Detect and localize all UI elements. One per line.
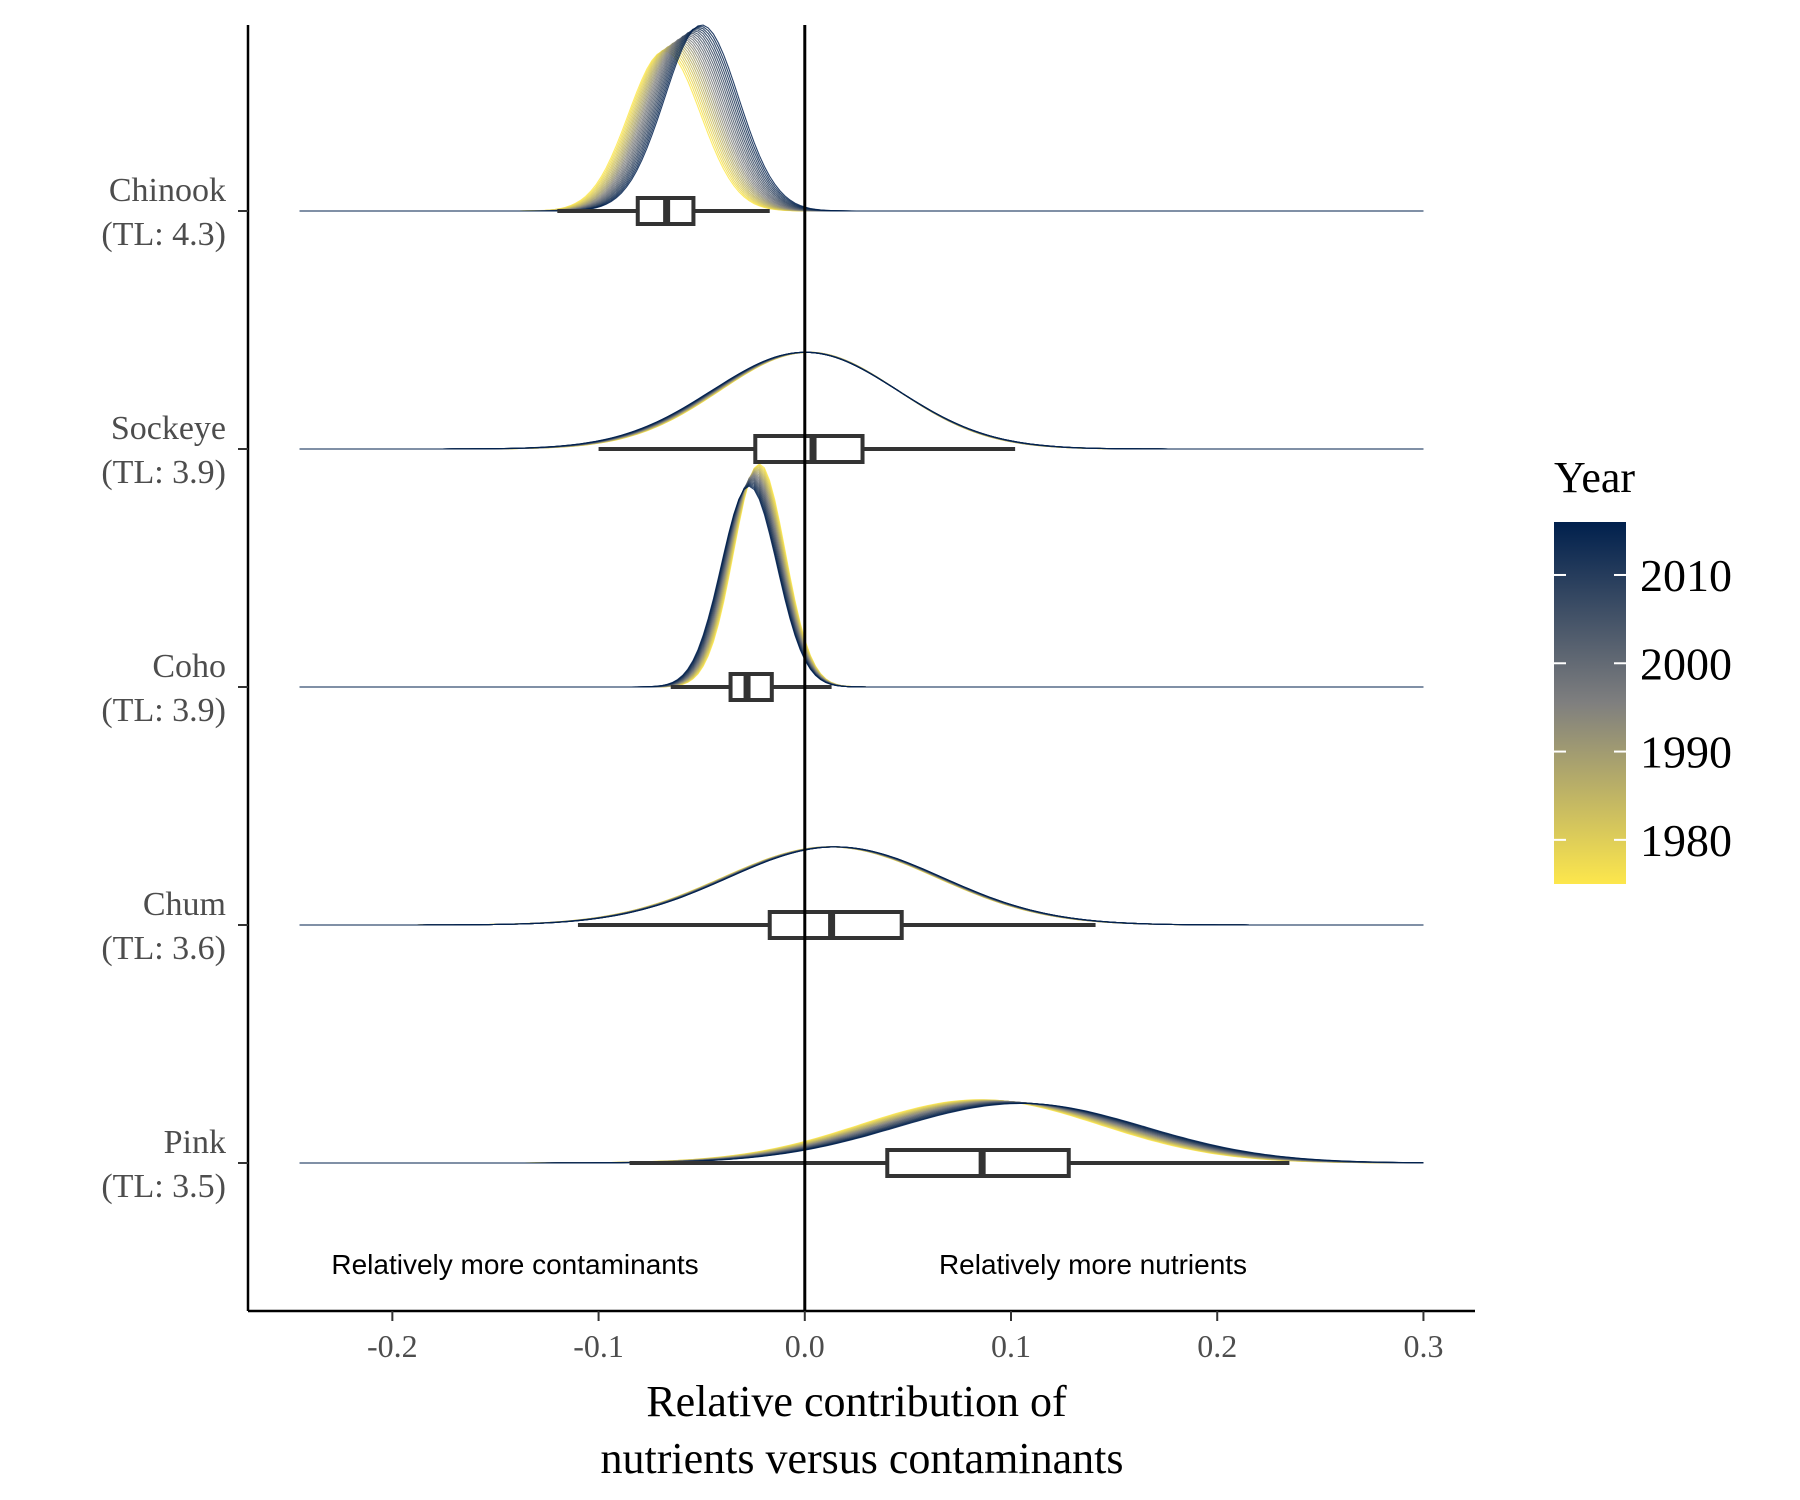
density-curve bbox=[299, 468, 1424, 688]
density-curve bbox=[299, 351, 1424, 450]
density-curve bbox=[299, 466, 1424, 688]
density-curve bbox=[299, 470, 1424, 688]
density-curve bbox=[299, 40, 1424, 212]
density-curve bbox=[299, 30, 1424, 212]
annotation-right: Relatively more nutrients bbox=[939, 1249, 1247, 1280]
boxplots bbox=[557, 196, 1290, 1178]
density-curve bbox=[299, 472, 1424, 688]
x-tick-label: 0.0 bbox=[785, 1328, 825, 1364]
density-curve bbox=[299, 25, 1424, 212]
density-curve bbox=[299, 846, 1424, 926]
density-curve bbox=[299, 483, 1424, 688]
ridge-sockeye bbox=[299, 351, 1424, 450]
density-curve bbox=[299, 482, 1424, 688]
density-curve bbox=[299, 50, 1424, 212]
y-label-species: Chum bbox=[143, 886, 226, 923]
density-curve bbox=[299, 34, 1424, 212]
box-iqr bbox=[753, 434, 865, 464]
x-axis: -0.2 -0.1 0.0 0.1 0.2 0.3 bbox=[367, 1311, 1443, 1364]
legend-colorbar bbox=[1554, 522, 1626, 884]
density-curve bbox=[299, 42, 1424, 212]
density-curve bbox=[299, 472, 1424, 688]
density-curve bbox=[299, 484, 1424, 688]
density-curve bbox=[299, 31, 1424, 212]
y-label-trophic-level: (TL: 3.9) bbox=[101, 692, 226, 729]
ridge-pink bbox=[299, 1099, 1424, 1164]
boxplot-sockeye bbox=[598, 434, 1016, 464]
density-curve bbox=[299, 47, 1424, 212]
density-curve bbox=[299, 463, 1424, 688]
y-axis: Chinook (TL: 4.3) Sockeye (TL: 3.9) Coho (TL:… bbox=[101, 172, 248, 1205]
legend: Year 2010 2000 1990 1980 bbox=[1554, 453, 1732, 884]
boxplot-pink bbox=[629, 1148, 1290, 1178]
boxplot-chum bbox=[577, 910, 1096, 940]
density-curve bbox=[299, 1102, 1424, 1164]
density-curve bbox=[299, 467, 1424, 688]
density-curve bbox=[299, 473, 1424, 688]
legend-ticks: 2010 2000 1990 1980 bbox=[1554, 550, 1732, 866]
density-curve bbox=[299, 37, 1424, 212]
density-curve bbox=[299, 49, 1424, 212]
density-curve bbox=[299, 476, 1424, 688]
legend-tick-label: 2010 bbox=[1640, 550, 1732, 601]
density-curve bbox=[299, 480, 1424, 688]
density-curve bbox=[299, 475, 1424, 688]
density-curve bbox=[299, 474, 1424, 688]
density-curve bbox=[299, 24, 1424, 212]
y-label-species: Sockeye bbox=[111, 410, 226, 447]
box-iqr bbox=[767, 910, 904, 940]
density-curve bbox=[299, 41, 1424, 212]
y-label-species: Pink bbox=[164, 1124, 226, 1161]
legend-title: Year bbox=[1554, 453, 1635, 502]
legend-tick-label: 1990 bbox=[1640, 727, 1732, 778]
density-curve bbox=[299, 48, 1424, 212]
ridge-coho bbox=[299, 463, 1424, 688]
density-curve bbox=[299, 485, 1424, 688]
annotation-left: Relatively more contaminants bbox=[331, 1249, 698, 1280]
density-curve bbox=[299, 33, 1424, 212]
legend-tick-label: 2000 bbox=[1640, 638, 1732, 689]
density-curve bbox=[299, 470, 1424, 688]
y-label-trophic-level: (TL: 3.9) bbox=[101, 454, 226, 491]
density-curve bbox=[299, 27, 1424, 212]
x-tick-label: 0.3 bbox=[1403, 1328, 1443, 1364]
box-iqr bbox=[885, 1148, 1071, 1178]
density-curve bbox=[299, 464, 1424, 688]
density-curve bbox=[299, 471, 1424, 688]
ridge-chum bbox=[299, 846, 1424, 926]
density-curve bbox=[299, 478, 1424, 688]
x-axis-title-line-2: nutrients versus contaminants bbox=[600, 1434, 1123, 1483]
y-label-trophic-level: (TL: 4.3) bbox=[101, 216, 226, 253]
x-tick-label: -0.1 bbox=[573, 1328, 624, 1364]
y-label-species: Coho bbox=[152, 648, 226, 685]
density-curve bbox=[299, 29, 1424, 212]
density-curve bbox=[299, 465, 1424, 688]
box-iqr bbox=[728, 672, 774, 702]
x-axis-title: Relative contribution of nutrients versu… bbox=[600, 1377, 1123, 1483]
x-axis-title-line-1: Relative contribution of bbox=[646, 1377, 1067, 1426]
x-tick-label: 0.2 bbox=[1197, 1328, 1237, 1364]
density-curve bbox=[299, 32, 1424, 212]
ridges bbox=[299, 24, 1424, 1164]
boxplot-coho bbox=[670, 672, 832, 702]
density-curve bbox=[299, 39, 1424, 212]
density-curve bbox=[299, 26, 1424, 212]
legend-tick-label: 1980 bbox=[1640, 815, 1732, 866]
boxplot-chinook bbox=[557, 196, 770, 226]
y-label-trophic-level: (TL: 3.6) bbox=[101, 930, 226, 967]
density-curve bbox=[299, 46, 1424, 212]
x-tick-label: -0.2 bbox=[367, 1328, 418, 1364]
density-curve bbox=[299, 44, 1424, 212]
density-curve bbox=[299, 482, 1424, 688]
density-curve bbox=[299, 479, 1424, 688]
density-curve bbox=[299, 38, 1424, 212]
ridge-chinook bbox=[299, 24, 1424, 212]
y-label-trophic-level: (TL: 3.5) bbox=[101, 1168, 226, 1205]
y-label-species: Chinook bbox=[109, 172, 226, 209]
density-curve bbox=[299, 36, 1424, 212]
density-curve bbox=[299, 43, 1424, 212]
x-tick-label: 0.1 bbox=[991, 1328, 1031, 1364]
density-curve bbox=[299, 481, 1424, 688]
